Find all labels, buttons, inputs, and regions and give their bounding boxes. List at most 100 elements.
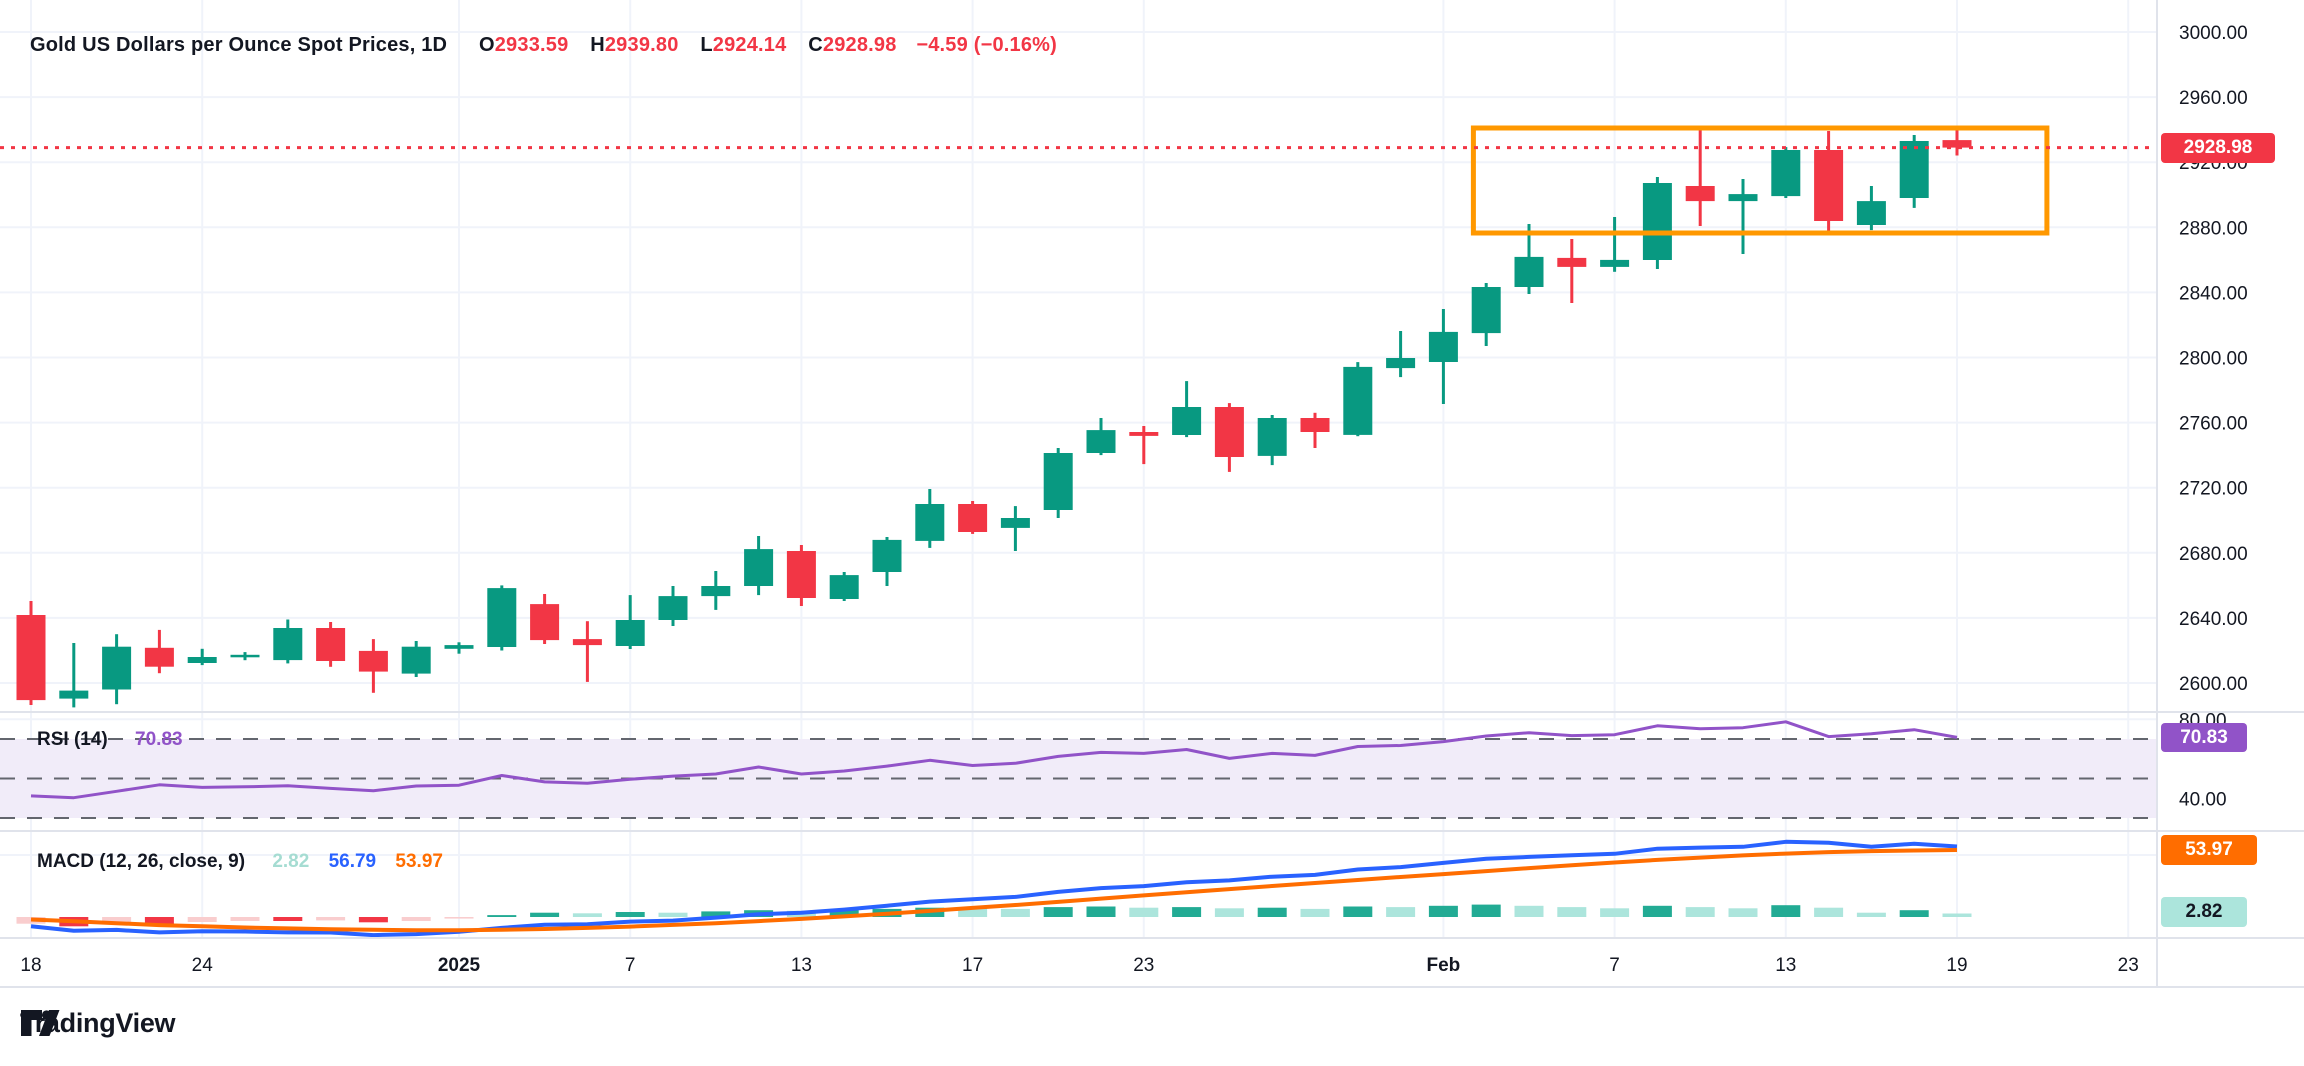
candle	[658, 586, 688, 626]
axis-tick-label: 13	[1775, 955, 1796, 976]
macd-hist-bar	[1856, 912, 1886, 917]
macd-line-value: 56.79	[328, 851, 377, 872]
macd-hist-value: 2.82	[272, 851, 310, 872]
axis-tick-label: 23	[1133, 955, 1154, 976]
axis-tick-label: 23	[2118, 955, 2139, 976]
candle	[1685, 126, 1715, 226]
candle	[1856, 186, 1886, 231]
candle	[59, 643, 89, 708]
candle	[230, 652, 260, 661]
candle	[1642, 177, 1672, 269]
rsi-label: RSI (14)	[37, 729, 108, 750]
macd-hist-bar	[1257, 907, 1287, 917]
high-label: H	[590, 34, 605, 56]
candle	[915, 489, 945, 548]
macd-signal-badge: 53.97	[2161, 835, 2257, 865]
candle	[1043, 448, 1073, 518]
axis-tick-label: 2800.00	[2179, 349, 2248, 370]
macd-hist-bar	[358, 917, 388, 923]
highlight-box[interactable]	[1470, 125, 2050, 236]
candle	[1000, 506, 1030, 551]
axis-tick-label: 18	[20, 955, 41, 976]
candle	[1557, 239, 1587, 303]
candle	[487, 585, 517, 651]
macd-hist-bar	[1814, 907, 1844, 917]
macd-hist-bar	[1428, 905, 1458, 917]
high-value: 2939.80	[604, 34, 679, 56]
axis-tick-label: 24	[192, 955, 214, 976]
candle	[1257, 415, 1287, 466]
axis-tick-label: Feb	[1427, 955, 1461, 976]
axis-tick-label: 19	[1946, 955, 1967, 976]
macd-hist-bar	[1557, 907, 1587, 917]
candle	[872, 537, 902, 586]
macd-line	[30, 839, 1958, 938]
candle	[1129, 426, 1159, 465]
tradingview-logo-icon	[21, 1010, 60, 1036]
rsi-line	[30, 720, 1958, 800]
macd-hist-bar	[829, 910, 859, 917]
candle	[1214, 403, 1244, 472]
candle	[1728, 179, 1758, 254]
macd-hist-bar	[1600, 908, 1630, 917]
axis-tick-label: 2760.00	[2179, 414, 2248, 435]
axis-tick-label: 7	[625, 955, 636, 976]
rsi-band	[0, 739, 2157, 818]
axis-tick-label: 3000.00	[2179, 23, 2248, 44]
candles	[16, 126, 1972, 708]
candle	[144, 629, 174, 674]
macd-label: MACD (12, 26, close, 9)	[37, 851, 246, 872]
macd-hist-bar	[958, 908, 988, 917]
macd-hist-bar	[1386, 907, 1416, 917]
open-label: O	[478, 34, 495, 56]
macd-hist-bar	[1514, 905, 1544, 917]
candle	[358, 639, 388, 693]
macd-hist-bar	[1685, 907, 1715, 917]
macd-hist-bar	[658, 912, 688, 917]
macd-hist-bar	[1043, 907, 1073, 917]
candle	[1600, 217, 1630, 272]
candle	[1771, 147, 1801, 198]
axis-tick-label: 17	[962, 955, 983, 976]
candle	[1471, 283, 1501, 346]
macd-hist-badge: 2.82	[2161, 897, 2247, 927]
macd-hist-bar	[1942, 913, 1972, 917]
macd-signal-line	[30, 848, 1958, 933]
open-value: 2933.59	[494, 34, 569, 56]
macd-hist-bar	[1086, 906, 1116, 917]
macd-hist-bar	[1899, 910, 1929, 917]
candle	[1814, 131, 1844, 233]
last-price-badge: 2928.98	[2161, 133, 2275, 163]
candle	[1343, 362, 1373, 437]
axis-tick-label: 2880.00	[2179, 218, 2248, 239]
macd-hist-bar	[1728, 908, 1758, 917]
macd-hist-bar	[1471, 904, 1501, 917]
candle	[444, 642, 474, 654]
candle	[102, 634, 132, 705]
candle	[744, 536, 774, 596]
close-label: C	[808, 34, 823, 56]
candle	[530, 594, 560, 644]
macd-hist-bar	[144, 917, 174, 925]
macd-hist-bar	[1343, 906, 1373, 917]
macd-hist-bar	[230, 917, 260, 921]
candle	[273, 619, 303, 664]
macd-hist-bar	[1000, 908, 1030, 917]
symbol-legend[interactable]: Gold US Dollars per Ounce Spot Prices, 1…	[30, 34, 1057, 57]
rsi-legend[interactable]: RSI (14) 70.83	[37, 729, 183, 751]
macd-hist-bar	[487, 915, 517, 917]
candle	[1899, 135, 1929, 208]
axis-tick-label: 2840.00	[2179, 283, 2248, 304]
change-value: −4.59 (−0.16%)	[916, 34, 1058, 56]
candle	[1300, 412, 1330, 448]
macd-legend[interactable]: MACD (12, 26, close, 9) 2.82 56.79 53.97	[37, 851, 443, 873]
candle	[829, 572, 859, 601]
tradingview-logo[interactable]: TradingView	[20, 1008, 176, 1039]
candle	[316, 622, 346, 667]
macd-hist-bar	[1771, 905, 1801, 917]
axis-tick-label: 2680.00	[2179, 544, 2248, 565]
macd-hist-bar	[701, 911, 731, 917]
macd-hist-bar	[615, 912, 645, 917]
candle	[1514, 224, 1544, 294]
